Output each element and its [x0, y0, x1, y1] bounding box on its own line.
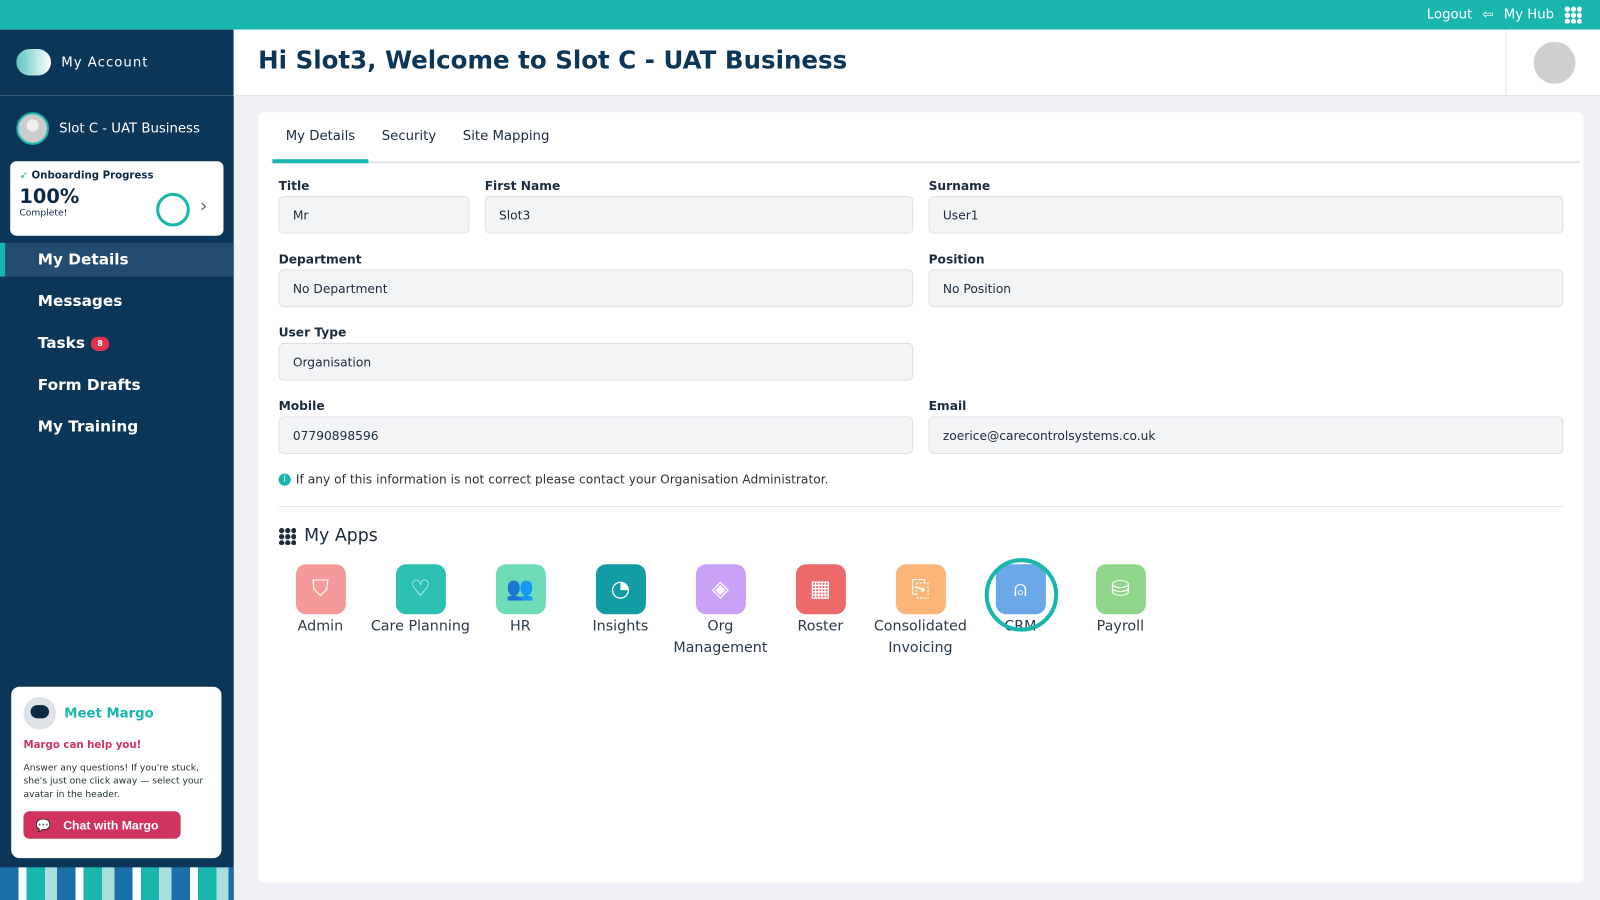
user-type-label: User Type — [278, 325, 347, 340]
department-field[interactable] — [278, 269, 914, 308]
heart-icon: ♡ — [395, 564, 446, 615]
sidebar-item-label: My Details — [37, 249, 129, 269]
first-name-label: First Name — [484, 178, 561, 193]
progress-title: Onboarding Progress — [31, 170, 154, 182]
app-label: Admin — [297, 618, 344, 635]
logout-link[interactable]: Logout — [1426, 7, 1473, 23]
position-label: Position — [928, 252, 985, 267]
sidebar-item-my-training[interactable]: My Training — [0, 410, 234, 452]
surname-field[interactable] — [928, 195, 1564, 234]
position-field[interactable] — [928, 269, 1564, 308]
invoice-icon: ⎘ — [895, 564, 946, 615]
user-plus-icon: ⍝ — [995, 564, 1046, 615]
coins-icon: ⛁ — [1095, 564, 1146, 615]
divider — [278, 506, 1564, 508]
details-card: My Details Security Site Mapping Title F… — [258, 112, 1584, 883]
user-avatar-button[interactable] — [1505, 29, 1600, 95]
app-label: Insights — [592, 618, 649, 635]
app-label: CRM — [1004, 618, 1037, 635]
mobile-label: Mobile — [278, 398, 325, 414]
page-title: Hi Slot3, Welcome to Slot C - UAT Busine… — [258, 45, 848, 75]
tab-site-mapping[interactable]: Site Mapping — [462, 128, 550, 144]
department-label: Department — [278, 252, 362, 267]
rocket-icon: ➶ — [19, 170, 28, 182]
sidebar-item-label: Messages — [37, 291, 123, 311]
margo-title: Meet Margo — [64, 705, 154, 721]
info-text: If any of this information is not correc… — [295, 472, 829, 487]
email-label: Email — [928, 398, 967, 414]
app-insights[interactable]: ◔ Insights — [570, 564, 670, 659]
sidebar-item-messages[interactable]: Messages — [0, 285, 234, 327]
logout-icon[interactable]: ⇦ — [1482, 7, 1494, 23]
app-label: HR — [510, 618, 531, 635]
org-name: Slot C - UAT Business — [59, 120, 200, 137]
my-hub-link[interactable]: My Hub — [1503, 7, 1555, 23]
progress-percent: 100% — [19, 185, 80, 209]
sidebar: My Account Slot C - UAT Business ➶ Onboa… — [0, 29, 234, 900]
org-avatar — [16, 112, 49, 145]
mobile-field[interactable] — [278, 416, 914, 455]
progress-status: Complete! — [19, 208, 68, 219]
app-consolidated-invoicing[interactable]: ⎘ Consolidated Invoicing — [870, 564, 970, 659]
app-roster[interactable]: ▦ Roster — [770, 564, 870, 659]
sidebar-item-label: Form Drafts — [37, 375, 141, 394]
chevron-right-icon[interactable]: › — [199, 195, 208, 218]
app-hr[interactable]: 👥 HR — [470, 564, 570, 659]
chat-button-label: Chat with Margo — [63, 817, 159, 833]
app-label: Care Planning — [370, 618, 470, 635]
shield-icon: ⛉ — [295, 564, 346, 615]
my-apps-heading: My Apps — [304, 525, 378, 546]
calendar-icon: ▦ — [795, 564, 846, 615]
app-label: Roster — [797, 618, 844, 635]
email-field[interactable] — [928, 416, 1564, 455]
sidebar-item-label: My Training — [37, 417, 139, 436]
app-label: Org Management — [673, 618, 768, 657]
surname-label: Surname — [928, 178, 991, 193]
decorative-pattern — [0, 867, 234, 900]
sidebar-item-form-drafts[interactable]: Form Drafts — [0, 368, 234, 410]
sidebar-item-tasks[interactable]: Tasks 8 — [0, 327, 234, 369]
chat-bubbles-icon: 💬 — [35, 817, 51, 833]
chat-with-margo-button[interactable]: 💬 Chat with Margo — [23, 811, 181, 839]
app-admin[interactable]: ⛉ Admin — [270, 564, 370, 659]
top-bar: Logout ⇦ My Hub — [0, 0, 1600, 30]
user-avatar-icon — [1533, 41, 1576, 84]
margo-card: Meet Margo Margo can help you! Answer an… — [11, 686, 222, 859]
robot-avatar-icon — [23, 696, 57, 730]
progress-ring — [156, 192, 190, 227]
layers-icon: ◈ — [695, 564, 746, 615]
apps-grid-icon — [278, 527, 296, 545]
title-label: Title — [278, 178, 310, 193]
pie-chart-icon: ◔ — [595, 564, 646, 615]
first-name-field[interactable] — [484, 195, 914, 234]
header: Hi Slot3, Welcome to Slot C - UAT Busine… — [233, 29, 1600, 96]
app-label: Consolidated Invoicing — [873, 618, 967, 657]
cloud-logo-icon — [16, 48, 52, 76]
onboarding-progress-card[interactable]: ➶ Onboarding Progress 100% Complete! › — [10, 161, 224, 236]
tasks-count-badge: 8 — [91, 336, 110, 351]
user-type-field[interactable] — [278, 342, 914, 381]
sidebar-item-label: Tasks — [37, 333, 85, 353]
app-org-management[interactable]: ◈ Org Management — [670, 564, 770, 659]
title-field[interactable] — [278, 195, 470, 234]
tab-security[interactable]: Security — [381, 128, 437, 144]
margo-body: Answer any questions! If you're stuck, s… — [23, 763, 204, 800]
apps-grid-icon[interactable] — [1564, 6, 1582, 24]
app-label: Payroll — [1096, 618, 1145, 635]
sidebar-item-my-details[interactable]: My Details — [0, 242, 234, 277]
people-icon: 👥 — [495, 564, 546, 615]
info-icon: i — [278, 473, 291, 486]
brand-title: My Account — [61, 54, 149, 70]
app-payroll[interactable]: ⛁ Payroll — [1070, 564, 1170, 659]
app-care-planning[interactable]: ♡ Care Planning — [370, 564, 470, 659]
tab-my-details[interactable]: My Details — [272, 112, 369, 164]
margo-subtitle: Margo can help you! — [23, 739, 142, 752]
app-crm[interactable]: ⍝ CRM — [970, 558, 1070, 659]
